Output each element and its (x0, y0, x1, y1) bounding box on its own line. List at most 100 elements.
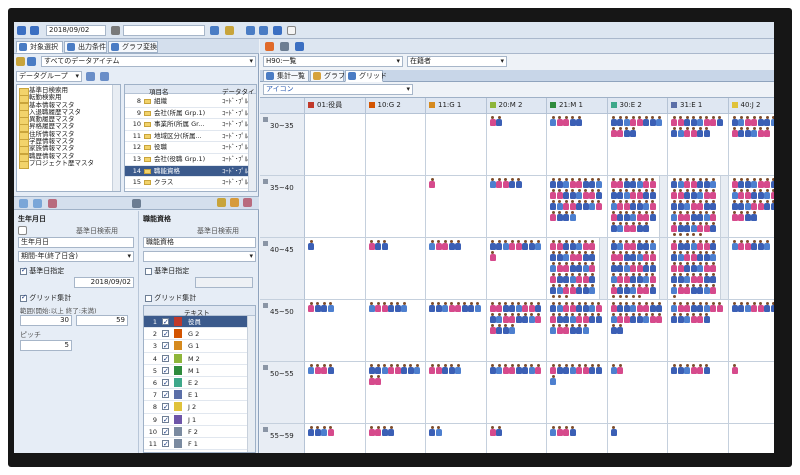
person-icon[interactable] (710, 211, 716, 222)
person-icon[interactable] (461, 302, 468, 313)
person-icon[interactable] (710, 240, 716, 251)
person-icon[interactable] (738, 302, 744, 313)
person-icon[interactable] (636, 178, 643, 189)
grid-cell[interactable] (607, 238, 668, 300)
person-icon[interactable] (595, 178, 602, 189)
person-icon[interactable] (582, 302, 589, 313)
person-icon[interactable] (610, 324, 617, 335)
edit-icon[interactable] (280, 42, 289, 51)
person-icon[interactable] (515, 313, 522, 324)
person-icon[interactable] (610, 313, 617, 324)
person-icon[interactable] (563, 273, 569, 284)
copy-icon[interactable] (33, 199, 42, 208)
cell-scrollbar[interactable] (659, 238, 667, 299)
person-icon[interactable] (677, 284, 684, 295)
person-icon[interactable] (690, 127, 697, 138)
person-icon[interactable] (690, 222, 697, 233)
person-icon[interactable] (617, 178, 623, 189)
person-icon[interactable] (757, 200, 764, 211)
person-icon[interactable] (744, 302, 751, 313)
item-row[interactable]: 12 役職 ｺｰﾄﾞ･ﾌﾟﾙﾀﾞ (125, 142, 255, 154)
person-icon[interactable] (414, 364, 420, 375)
person-icon[interactable] (589, 189, 595, 200)
person-icon[interactable] (569, 313, 576, 324)
person-icon[interactable] (751, 200, 757, 211)
person-icon[interactable] (515, 364, 522, 375)
person-icon[interactable] (630, 295, 636, 298)
grid-checkbox[interactable] (20, 293, 27, 302)
person-icon[interactable] (556, 211, 563, 222)
person-icon[interactable] (671, 262, 677, 273)
person-icon[interactable] (595, 313, 602, 324)
person-icon[interactable] (308, 240, 314, 251)
person-icon[interactable] (731, 302, 738, 313)
person-icon[interactable] (563, 251, 569, 262)
person-icon[interactable] (589, 273, 595, 284)
person-icon[interactable] (563, 364, 569, 375)
db-icon[interactable] (210, 26, 219, 35)
grid-cell[interactable] (607, 176, 668, 238)
person-icon[interactable] (636, 284, 643, 295)
person-icon[interactable] (630, 313, 636, 324)
person-icon[interactable] (623, 127, 630, 138)
grade-row-checkbox[interactable] (162, 365, 169, 377)
person-icon[interactable] (690, 240, 697, 251)
person-icon[interactable] (576, 284, 582, 295)
person-icon[interactable] (610, 302, 617, 313)
person-icon[interactable] (569, 262, 576, 273)
person-icon[interactable] (677, 251, 684, 262)
cell-scrollbar[interactable] (719, 238, 728, 299)
grid-cell[interactable] (547, 238, 608, 300)
person-icon[interactable] (731, 116, 738, 127)
person-icon[interactable] (308, 364, 314, 375)
wrench-icon[interactable] (111, 26, 120, 35)
grade-scrollbar[interactable] (247, 316, 255, 452)
grid-cell[interactable] (486, 300, 547, 362)
person-icon[interactable] (623, 116, 630, 127)
person-icon[interactable] (563, 178, 569, 189)
person-icon[interactable] (710, 222, 716, 233)
person-icon[interactable] (569, 324, 576, 335)
search-input[interactable] (123, 25, 205, 36)
person-icon[interactable] (610, 364, 617, 375)
range-from-input[interactable]: 30 (20, 315, 72, 326)
person-icon[interactable] (690, 211, 697, 222)
person-icon[interactable] (630, 284, 636, 295)
grid-column-header[interactable]: 30:E 2 (607, 98, 668, 114)
grid-cell[interactable] (607, 114, 668, 176)
person-icon[interactable] (703, 200, 710, 211)
person-icon[interactable] (697, 313, 703, 324)
person-icon[interactable] (557, 295, 563, 298)
person-icon[interactable] (576, 324, 582, 335)
person-icon[interactable] (703, 262, 710, 273)
person-icon[interactable] (744, 211, 751, 222)
person-icon[interactable] (550, 313, 556, 324)
person-icon[interactable] (589, 200, 595, 211)
grid-column-header[interactable]: 31:E 1 (668, 98, 729, 114)
person-icon[interactable] (556, 200, 563, 211)
person-icon[interactable] (576, 240, 582, 251)
grid-cell[interactable] (668, 300, 729, 362)
person-icon[interactable] (677, 178, 684, 189)
pitch-input[interactable]: 5 (20, 340, 72, 351)
person-icon[interactable] (649, 240, 656, 251)
person-icon[interactable] (327, 364, 334, 375)
person-icon[interactable] (738, 178, 744, 189)
person-icon[interactable] (489, 240, 496, 251)
person-icon[interactable] (751, 189, 757, 200)
person-icon[interactable] (710, 284, 716, 295)
person-icon[interactable] (489, 364, 496, 375)
grid-cell[interactable] (426, 114, 487, 176)
person-icon[interactable] (556, 273, 563, 284)
person-icon[interactable] (550, 116, 556, 127)
person-icon[interactable] (764, 116, 770, 127)
person-icon[interactable] (509, 313, 515, 324)
person-icon[interactable] (710, 262, 716, 273)
person-icon[interactable] (314, 426, 321, 437)
person-icon[interactable] (684, 200, 690, 211)
person-icon[interactable] (623, 178, 630, 189)
collapse-icon[interactable] (100, 72, 109, 81)
person-icon[interactable] (643, 211, 649, 222)
person-icon[interactable] (703, 222, 710, 233)
grid-cell[interactable] (547, 362, 608, 424)
